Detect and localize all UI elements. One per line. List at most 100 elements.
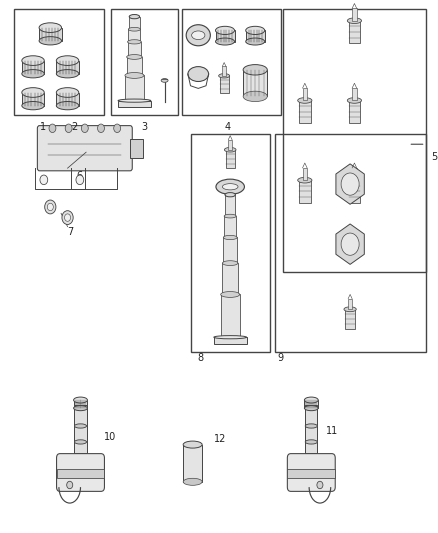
Bar xyxy=(225,195,235,216)
Bar xyxy=(223,238,237,263)
Circle shape xyxy=(47,203,53,211)
Bar xyxy=(226,150,235,168)
Text: 6: 6 xyxy=(76,171,82,181)
Ellipse shape xyxy=(191,31,205,39)
Ellipse shape xyxy=(214,336,247,339)
Bar xyxy=(111,9,177,115)
Circle shape xyxy=(341,233,359,255)
Circle shape xyxy=(64,214,71,221)
Circle shape xyxy=(67,481,73,489)
Text: 4: 4 xyxy=(224,122,230,132)
Bar xyxy=(214,337,247,344)
Bar xyxy=(345,309,355,329)
Ellipse shape xyxy=(246,38,265,45)
Text: 9: 9 xyxy=(278,353,284,363)
Circle shape xyxy=(62,211,73,224)
Ellipse shape xyxy=(225,192,235,197)
Text: 12: 12 xyxy=(214,434,226,444)
Circle shape xyxy=(114,124,120,133)
Ellipse shape xyxy=(125,72,144,78)
Circle shape xyxy=(40,175,48,184)
Circle shape xyxy=(317,481,323,489)
Ellipse shape xyxy=(57,56,79,66)
Ellipse shape xyxy=(118,99,151,102)
Ellipse shape xyxy=(183,478,202,486)
Polygon shape xyxy=(336,224,364,264)
Bar xyxy=(224,216,236,238)
Bar xyxy=(74,405,87,453)
Bar xyxy=(246,30,265,42)
Bar xyxy=(130,139,143,158)
Circle shape xyxy=(98,124,104,133)
Ellipse shape xyxy=(57,87,79,98)
Ellipse shape xyxy=(22,87,44,98)
Circle shape xyxy=(45,200,56,214)
Ellipse shape xyxy=(221,292,240,297)
Bar xyxy=(303,168,307,180)
Ellipse shape xyxy=(243,64,267,75)
Bar xyxy=(223,263,238,294)
Bar xyxy=(243,70,267,96)
Ellipse shape xyxy=(39,23,61,33)
Ellipse shape xyxy=(22,70,44,78)
Text: 1: 1 xyxy=(40,122,46,132)
Bar xyxy=(57,469,104,478)
Ellipse shape xyxy=(223,236,237,240)
Ellipse shape xyxy=(129,14,140,19)
Ellipse shape xyxy=(39,37,61,45)
Ellipse shape xyxy=(127,40,141,44)
Ellipse shape xyxy=(183,441,202,448)
Text: 8: 8 xyxy=(197,353,203,363)
Text: 10: 10 xyxy=(104,432,117,442)
Ellipse shape xyxy=(347,18,361,23)
Ellipse shape xyxy=(215,26,234,35)
Ellipse shape xyxy=(74,424,87,428)
Bar xyxy=(352,88,357,100)
Ellipse shape xyxy=(304,397,318,403)
Bar xyxy=(352,9,357,21)
Polygon shape xyxy=(336,164,364,204)
Ellipse shape xyxy=(215,38,234,45)
Circle shape xyxy=(49,124,56,133)
Ellipse shape xyxy=(304,406,318,410)
Circle shape xyxy=(81,124,88,133)
Bar xyxy=(191,134,270,352)
Ellipse shape xyxy=(186,25,210,46)
Bar xyxy=(228,140,232,150)
Bar xyxy=(14,9,104,115)
Ellipse shape xyxy=(22,56,44,66)
FancyBboxPatch shape xyxy=(287,454,335,491)
Ellipse shape xyxy=(57,70,79,78)
Text: 2: 2 xyxy=(71,122,77,132)
Bar xyxy=(287,469,335,478)
Bar xyxy=(127,42,141,57)
Bar xyxy=(22,61,44,74)
Bar xyxy=(57,61,79,74)
Bar xyxy=(299,180,311,203)
Ellipse shape xyxy=(347,98,361,103)
Ellipse shape xyxy=(22,101,44,110)
Ellipse shape xyxy=(57,101,79,110)
Bar xyxy=(74,400,88,408)
Bar xyxy=(39,28,61,41)
Text: 7: 7 xyxy=(67,227,73,237)
Ellipse shape xyxy=(225,193,235,196)
Ellipse shape xyxy=(223,261,238,265)
Text: 3: 3 xyxy=(142,122,148,132)
Bar xyxy=(349,21,360,43)
Ellipse shape xyxy=(223,184,238,190)
Bar xyxy=(299,100,311,123)
Bar xyxy=(22,93,44,106)
Ellipse shape xyxy=(305,424,317,428)
Ellipse shape xyxy=(298,177,312,183)
Text: 11: 11 xyxy=(326,426,339,436)
Ellipse shape xyxy=(127,54,142,59)
Bar xyxy=(127,57,142,76)
Bar xyxy=(128,29,141,42)
Ellipse shape xyxy=(243,91,267,102)
Bar xyxy=(221,294,240,337)
Bar xyxy=(223,66,226,76)
Bar xyxy=(304,400,318,408)
Bar xyxy=(349,100,360,123)
Bar xyxy=(57,93,79,106)
